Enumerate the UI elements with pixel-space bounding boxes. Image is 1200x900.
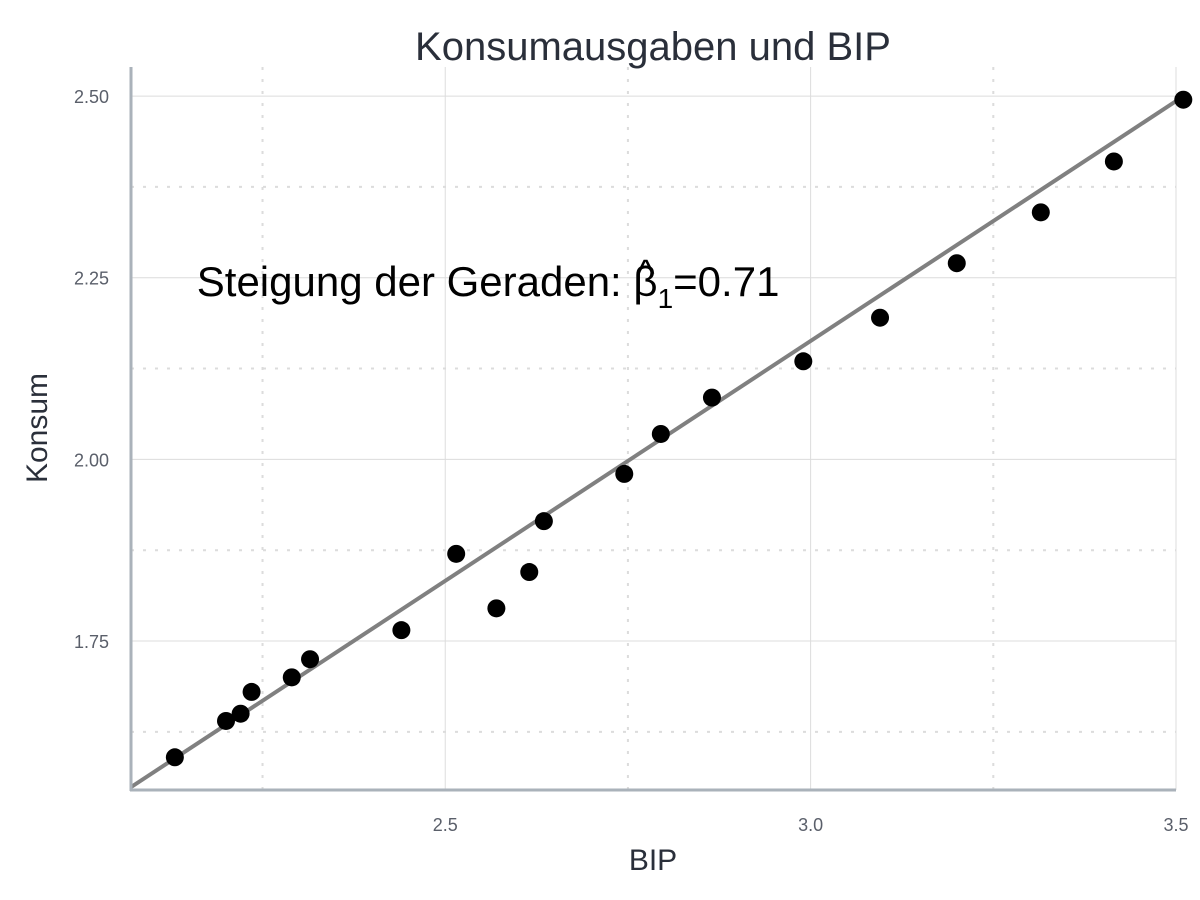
data-point	[615, 464, 634, 483]
x-tick-label: 3.5	[1163, 815, 1188, 835]
annotation-prefix: Steigung der Geraden:	[197, 258, 634, 305]
data-point	[447, 544, 466, 563]
data-point	[1104, 152, 1123, 171]
slope-annotation: Steigung der Geraden: β1=0.71 ^	[197, 253, 780, 314]
regression-line-group	[131, 98, 1176, 789]
beta-subscript: 1	[658, 283, 674, 314]
slope-annotation-text: Steigung der Geraden: β1=0.71	[197, 258, 780, 314]
data-point	[231, 704, 250, 723]
grid-lines	[131, 67, 1177, 790]
y-tick-label: 2.25	[74, 269, 109, 289]
data-point	[871, 308, 890, 327]
data-point	[947, 254, 966, 273]
x-axis-label: BIP	[629, 844, 677, 877]
data-point	[651, 424, 670, 443]
data-point	[794, 352, 813, 371]
y-tick-label: 2.50	[74, 87, 109, 107]
chart-title: Konsumausgaben und BIP	[415, 25, 891, 69]
x-tick-label: 3.0	[798, 815, 823, 835]
beta-symbol: β	[633, 258, 657, 305]
data-point	[1031, 203, 1050, 222]
regression-line	[131, 98, 1176, 789]
data-point	[1174, 90, 1193, 109]
data-point	[165, 748, 184, 767]
y-tick-label: 2.00	[74, 450, 109, 470]
annotation-suffix: =0.71	[673, 258, 779, 305]
data-point	[301, 650, 320, 669]
data-point	[282, 668, 301, 687]
x-tick-label: 2.5	[433, 815, 458, 835]
axes	[129, 67, 1176, 792]
tick-labels: 2.5 3.0 3.5 1.75 2.00 2.25 2.50	[74, 87, 1189, 835]
data-point	[702, 388, 721, 407]
data-point	[242, 682, 261, 701]
y-axis-label: Konsum	[21, 373, 54, 483]
beta-hat: ^	[637, 253, 655, 295]
data-points	[165, 90, 1193, 767]
data-point	[520, 563, 539, 582]
data-point	[392, 621, 411, 640]
y-tick-label: 1.75	[74, 632, 109, 652]
data-point	[487, 599, 506, 618]
data-point	[217, 711, 235, 730]
data-point	[534, 512, 553, 531]
